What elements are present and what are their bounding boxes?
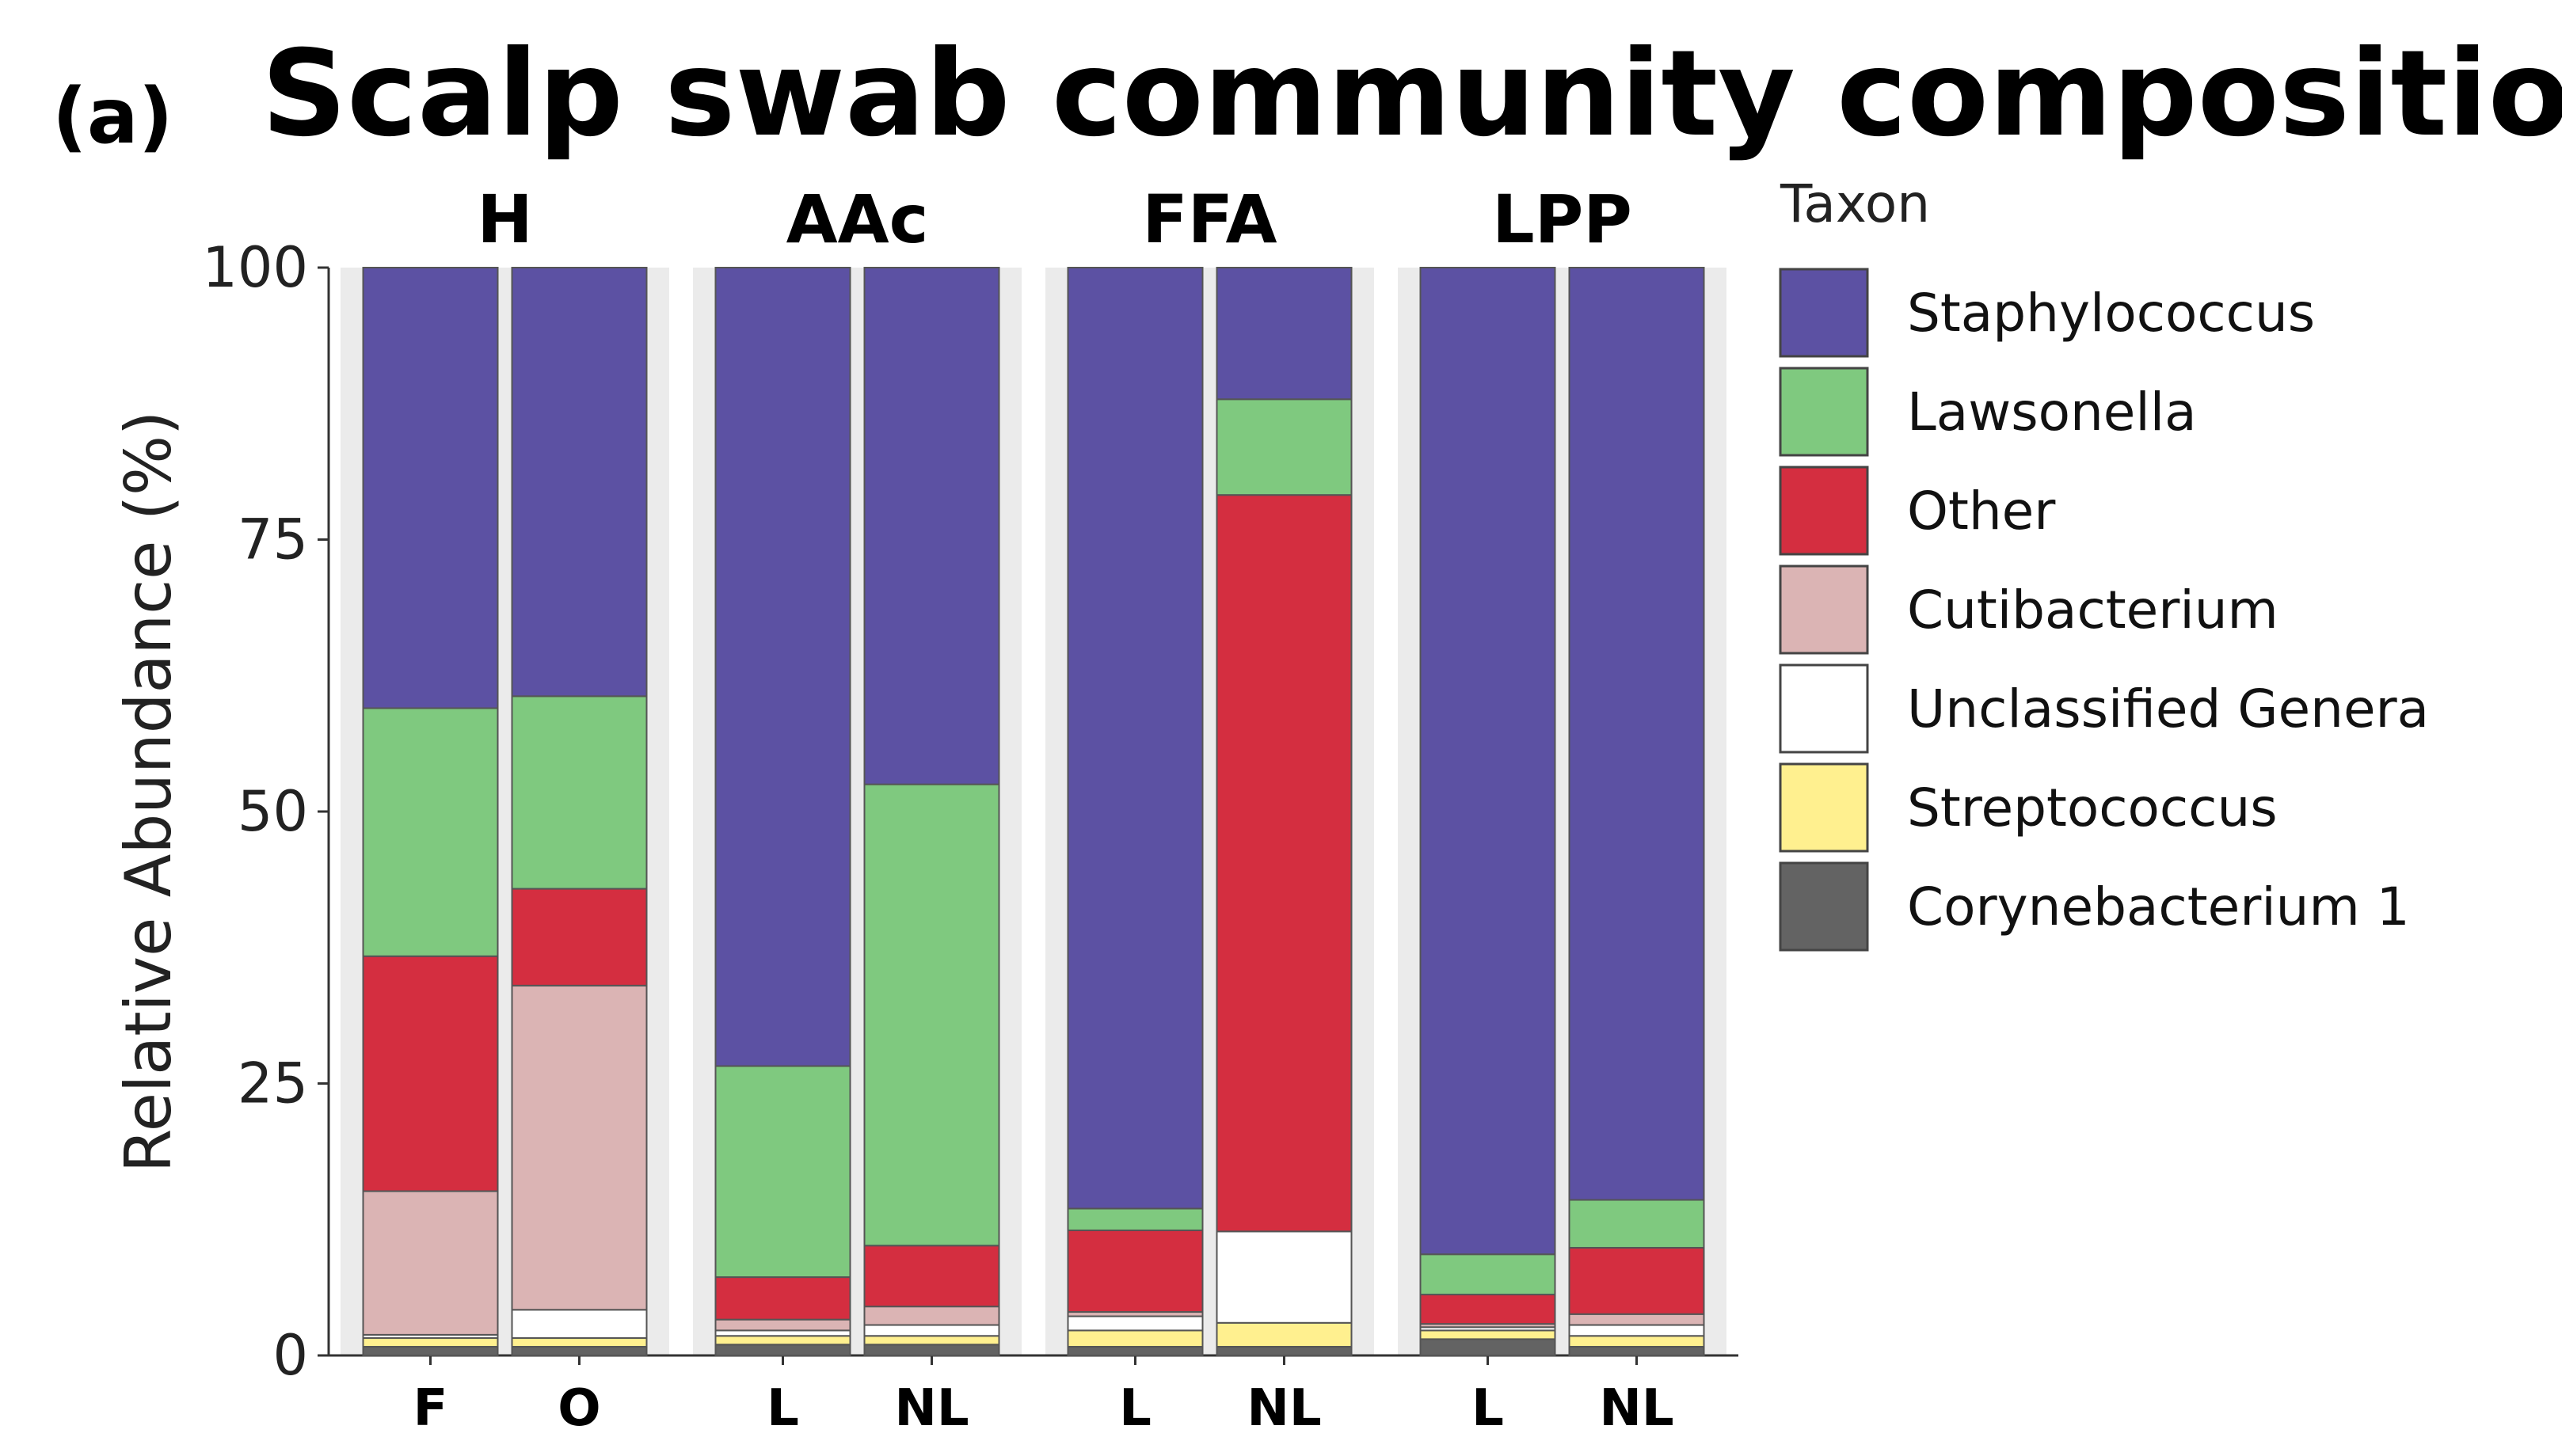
bar-segment-ffa-l-unclassified-genera <box>1067 1315 1204 1332</box>
y-tick-label-0: 0 <box>272 1323 308 1388</box>
panel-label: (a) <box>52 72 173 161</box>
bar-segment-lpp-l-other <box>1419 1294 1556 1325</box>
bar-segment-lpp-nl-cutibacterium <box>1568 1313 1705 1326</box>
legend-swatch-unclassified-genera <box>1779 663 1869 754</box>
bar-segment-aac-nl-unclassified-genera <box>863 1324 1000 1337</box>
bar-segment-aac-nl-corynebacterium-1 <box>863 1344 1000 1357</box>
bar-segment-aac-nl-other <box>863 1245 1000 1308</box>
bar-segment-lpp-l-staphylococcus <box>1419 267 1556 1256</box>
bar-segment-h-o-streptococcus <box>511 1337 648 1348</box>
bar-segment-lpp-l-lawsonella <box>1419 1253 1556 1296</box>
bar-segment-lpp-nl-lawsonella <box>1568 1199 1705 1249</box>
x-tick-label-aac-l: L <box>767 1379 799 1438</box>
legend-swatch-lawsonella <box>1779 367 1869 457</box>
y-tick-label-75: 75 <box>238 508 308 572</box>
bar-segment-lpp-nl-staphylococcus <box>1568 267 1705 1201</box>
y-tick-label-25: 25 <box>238 1051 308 1116</box>
bar-segment-lpp-l-streptococcus <box>1419 1329 1556 1340</box>
bar-segment-lpp-nl-corynebacterium-1 <box>1568 1346 1705 1357</box>
facet-title-ffa: FFA <box>1142 181 1277 258</box>
bar-segment-h-o-unclassified-genera <box>511 1309 648 1340</box>
legend-swatch-streptococcus <box>1779 762 1869 853</box>
bar-segment-ffa-nl-lawsonella <box>1216 398 1353 496</box>
y-axis-label: Relative Abundance (%) <box>112 411 185 1173</box>
bar-segment-lpp-nl-streptococcus <box>1568 1335 1705 1348</box>
chart-title: Scalp swab community composition <box>261 25 2562 163</box>
facet-title-h: H <box>477 181 532 258</box>
bar-segment-ffa-nl-staphylococcus <box>1216 267 1353 401</box>
bar-segment-h-o-staphylococcus <box>511 267 648 698</box>
bar-segment-h-f-cutibacterium <box>362 1190 499 1336</box>
bar-segment-lpp-l-corynebacterium-1 <box>1419 1338 1556 1357</box>
facet-title-lpp: LPP <box>1492 181 1632 258</box>
bar-segment-aac-nl-cutibacterium <box>863 1306 1000 1326</box>
facet-title-aac: AAc <box>786 181 929 258</box>
legend-label-unclassified-genera: Unclassified Genera <box>1907 679 2429 739</box>
bar-segment-h-f-lawsonella <box>362 707 499 957</box>
bar-segment-aac-nl-lawsonella <box>863 783 1000 1247</box>
bar-segment-ffa-nl-unclassified-genera <box>1216 1230 1353 1324</box>
legend-swatch-staphylococcus <box>1779 268 1869 358</box>
bar-segment-h-o-lawsonella <box>511 695 648 890</box>
legend: Taxon Staphylococcus Lawsonella Other Cutiba… <box>1779 173 2429 952</box>
y-tick-label-100: 100 <box>202 235 308 300</box>
bar-segment-aac-l-other <box>714 1276 851 1321</box>
bar-segment-h-f-streptococcus <box>362 1337 499 1348</box>
legend-label-other: Other <box>1907 481 2056 542</box>
bar-segment-h-f-corynebacterium-1 <box>362 1346 499 1357</box>
bar-segment-ffa-nl-corynebacterium-1 <box>1216 1346 1353 1357</box>
y-axis-label-group: Relative Abundance (%) <box>112 411 185 1173</box>
x-tick-label-h-f: F <box>413 1379 448 1438</box>
bar-segment-aac-nl-streptococcus <box>863 1335 1000 1346</box>
legend-label-lawsonella: Lawsonella <box>1907 382 2197 443</box>
x-tick-label-h-o: O <box>558 1379 600 1438</box>
bar-segment-h-f-staphylococcus <box>362 267 499 709</box>
x-tick-label-ffa-nl: NL <box>1247 1379 1321 1438</box>
x-tick-label-lpp-nl: NL <box>1599 1379 1673 1438</box>
bar-segment-ffa-l-corynebacterium-1 <box>1067 1346 1204 1357</box>
bar-segment-ffa-l-other <box>1067 1229 1204 1313</box>
bar-segment-h-o-cutibacterium <box>511 984 648 1311</box>
bar-segment-ffa-nl-other <box>1216 494 1353 1233</box>
legend-swatch-cutibacterium <box>1779 565 1869 655</box>
legend-label-staphylococcus: Staphylococcus <box>1907 283 2315 344</box>
legend-swatch-corynebacterium-1 <box>1779 861 1869 952</box>
bar-segment-ffa-l-streptococcus <box>1067 1329 1204 1348</box>
bar-segment-lpp-nl-unclassified-genera <box>1568 1324 1705 1337</box>
bar-segment-aac-l-streptococcus <box>714 1335 851 1346</box>
x-tick-label-ffa-l: L <box>1119 1379 1152 1438</box>
legend-label-streptococcus: Streptococcus <box>1907 777 2278 838</box>
bar-segment-ffa-l-staphylococcus <box>1067 267 1204 1210</box>
x-tick-label-lpp-l: L <box>1471 1379 1504 1438</box>
bar-segment-ffa-nl-streptococcus <box>1216 1321 1353 1348</box>
bar-segment-aac-l-corynebacterium-1 <box>714 1344 851 1357</box>
bar-segment-aac-l-staphylococcus <box>714 267 851 1067</box>
plot-area: H AAc FFA LPP 0 25 50 75 100 F O L NL L NL L NL <box>202 181 1738 1438</box>
bar-segment-ffa-l-lawsonella <box>1067 1207 1204 1231</box>
bar-segment-aac-l-lawsonella <box>714 1065 851 1279</box>
bar-segment-aac-nl-staphylococcus <box>863 267 1000 785</box>
y-tick-label-50: 50 <box>238 779 308 844</box>
bar-segment-h-f-other <box>362 955 499 1192</box>
x-tick-label-aac-nl: NL <box>894 1379 969 1438</box>
bar-segment-h-o-corynebacterium-1 <box>511 1346 648 1357</box>
legend-title: Taxon <box>1780 173 1930 234</box>
legend-label-cutibacterium: Cutibacterium <box>1907 580 2278 641</box>
bar-segment-aac-l-cutibacterium <box>714 1318 851 1332</box>
bar-segment-h-o-other <box>511 888 648 987</box>
bar-segment-lpp-nl-other <box>1568 1246 1705 1315</box>
legend-label-corynebacterium-1: Corynebacterium 1 <box>1907 876 2410 937</box>
legend-swatch-other <box>1779 466 1869 556</box>
bar-segment-aac-l-unclassified-genera <box>714 1329 851 1337</box>
